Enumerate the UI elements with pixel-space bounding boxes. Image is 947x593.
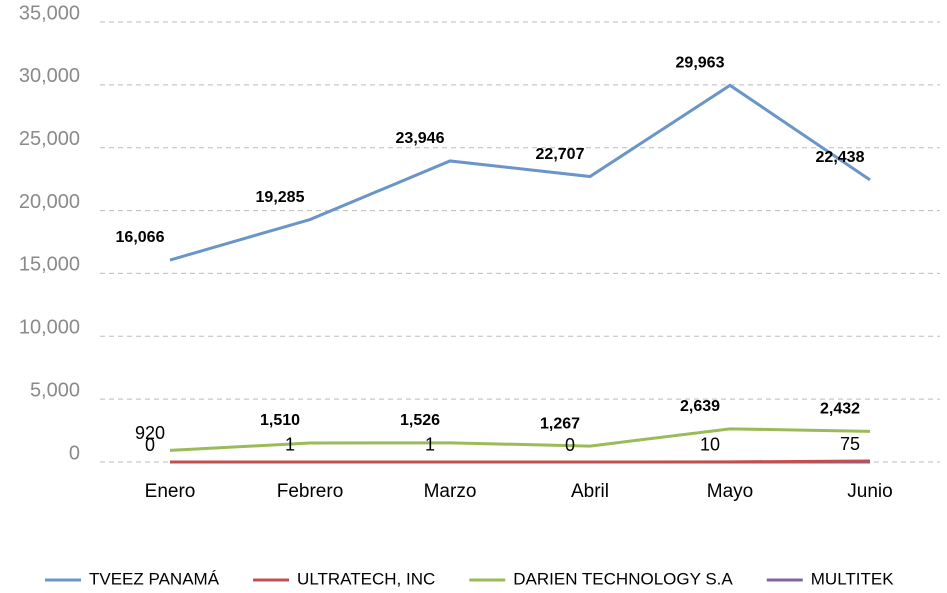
x-tick-label: Abril [571,481,609,502]
y-tick-label: 20,000 [19,191,80,213]
data-label: 22,438 [816,149,865,166]
data-label: 2,639 [680,398,720,415]
y-tick-label: 0 [69,442,80,464]
data-label: 22,707 [536,146,585,163]
series-line [169,83,871,262]
data-label: 29,963 [676,55,725,72]
y-tick-label: 30,000 [19,65,80,87]
x-tick-label: Junio [847,481,892,502]
data-label: 19,285 [256,189,305,206]
legend-label: MULTITEK [811,569,894,588]
x-tick-label: Marzo [424,481,477,502]
x-tick-label: Mayo [707,481,753,502]
data-label: 1,510 [260,412,300,429]
data-label: 0 [145,435,155,455]
data-label: 920 [135,423,165,443]
x-tick-label: Febrero [277,481,344,502]
data-label: 1,267 [540,415,580,432]
data-label: 10 [700,435,720,455]
y-tick-label: 10,000 [19,317,80,339]
y-tick-label: 35,000 [19,2,80,24]
y-tick-label: 25,000 [19,128,80,150]
data-label: 2,432 [820,401,860,418]
data-label: 1 [425,435,435,455]
data-label: 75 [840,434,860,454]
x-tick-label: Enero [145,481,196,502]
data-label: 1 [285,435,295,455]
series-line [169,459,871,464]
series-line [169,427,871,452]
legend-label: ULTRATECH, INC [297,569,435,588]
data-label: 23,946 [396,130,445,147]
data-label: 1,526 [400,412,440,429]
legend-label: DARIEN TECHNOLOGY S.A [513,569,733,588]
y-tick-label: 5,000 [30,379,80,401]
y-tick-label: 15,000 [19,254,80,276]
data-label: 16,066 [116,229,165,246]
data-label: 0 [565,435,575,455]
legend-label: TVEEZ PANAMÁ [89,569,220,588]
